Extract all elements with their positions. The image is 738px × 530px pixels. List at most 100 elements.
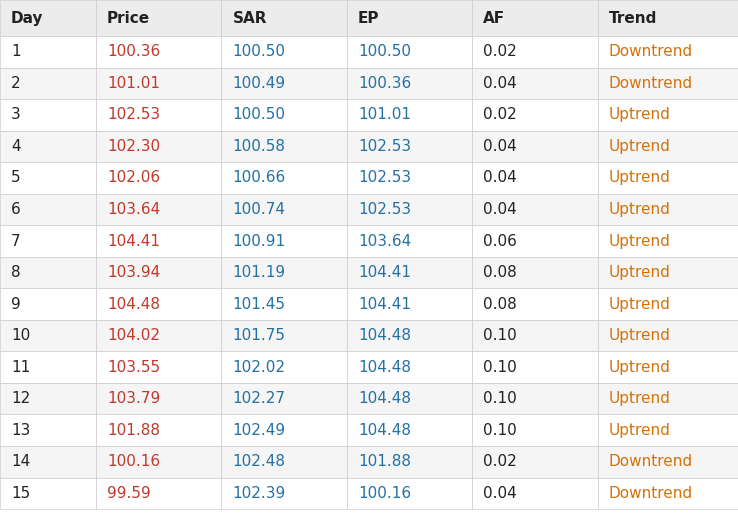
Text: 102.53: 102.53 xyxy=(358,171,411,185)
FancyBboxPatch shape xyxy=(347,68,472,99)
FancyBboxPatch shape xyxy=(0,446,96,478)
FancyBboxPatch shape xyxy=(96,99,221,131)
Text: 0.10: 0.10 xyxy=(483,391,517,406)
Text: 102.48: 102.48 xyxy=(232,454,286,469)
Text: 101.01: 101.01 xyxy=(107,76,160,91)
FancyBboxPatch shape xyxy=(347,99,472,131)
FancyBboxPatch shape xyxy=(0,36,96,68)
FancyBboxPatch shape xyxy=(221,478,347,509)
Text: 101.45: 101.45 xyxy=(232,297,286,312)
FancyBboxPatch shape xyxy=(221,36,347,68)
Text: 102.49: 102.49 xyxy=(232,423,286,438)
FancyBboxPatch shape xyxy=(96,162,221,194)
FancyBboxPatch shape xyxy=(347,194,472,225)
Text: 103.94: 103.94 xyxy=(107,265,160,280)
Text: 0.08: 0.08 xyxy=(483,265,517,280)
Text: 101.01: 101.01 xyxy=(358,108,411,122)
Text: Uptrend: Uptrend xyxy=(609,297,671,312)
FancyBboxPatch shape xyxy=(598,351,738,383)
FancyBboxPatch shape xyxy=(598,320,738,351)
Text: 100.36: 100.36 xyxy=(358,76,411,91)
Text: 104.48: 104.48 xyxy=(358,360,411,375)
FancyBboxPatch shape xyxy=(221,257,347,288)
FancyBboxPatch shape xyxy=(0,351,96,383)
FancyBboxPatch shape xyxy=(472,225,598,257)
FancyBboxPatch shape xyxy=(0,320,96,351)
Text: Day: Day xyxy=(11,11,44,25)
FancyBboxPatch shape xyxy=(347,446,472,478)
Text: 100.74: 100.74 xyxy=(232,202,286,217)
FancyBboxPatch shape xyxy=(0,131,96,162)
Text: 3: 3 xyxy=(11,108,21,122)
Text: 104.41: 104.41 xyxy=(358,265,411,280)
Text: 15: 15 xyxy=(11,486,30,501)
Text: 99.59: 99.59 xyxy=(107,486,151,501)
FancyBboxPatch shape xyxy=(0,225,96,257)
FancyBboxPatch shape xyxy=(347,225,472,257)
FancyBboxPatch shape xyxy=(221,225,347,257)
Text: 100.58: 100.58 xyxy=(232,139,286,154)
FancyBboxPatch shape xyxy=(347,351,472,383)
Text: 0.04: 0.04 xyxy=(483,139,517,154)
FancyBboxPatch shape xyxy=(598,225,738,257)
Text: Downtrend: Downtrend xyxy=(609,45,693,59)
FancyBboxPatch shape xyxy=(472,162,598,194)
FancyBboxPatch shape xyxy=(221,351,347,383)
FancyBboxPatch shape xyxy=(598,478,738,509)
Text: 100.36: 100.36 xyxy=(107,45,160,59)
FancyBboxPatch shape xyxy=(472,478,598,509)
FancyBboxPatch shape xyxy=(96,351,221,383)
FancyBboxPatch shape xyxy=(598,383,738,414)
Text: 104.48: 104.48 xyxy=(358,423,411,438)
Text: 100.91: 100.91 xyxy=(232,234,286,249)
Text: 101.19: 101.19 xyxy=(232,265,286,280)
Text: Uptrend: Uptrend xyxy=(609,171,671,185)
Text: 102.53: 102.53 xyxy=(358,202,411,217)
Text: 12: 12 xyxy=(11,391,30,406)
Text: 0.10: 0.10 xyxy=(483,360,517,375)
FancyBboxPatch shape xyxy=(598,68,738,99)
FancyBboxPatch shape xyxy=(472,414,598,446)
Text: 101.88: 101.88 xyxy=(107,423,160,438)
Text: Uptrend: Uptrend xyxy=(609,360,671,375)
FancyBboxPatch shape xyxy=(0,478,96,509)
Text: 101.88: 101.88 xyxy=(358,454,411,469)
Text: 102.39: 102.39 xyxy=(232,486,286,501)
FancyBboxPatch shape xyxy=(472,351,598,383)
Text: AF: AF xyxy=(483,11,506,25)
Text: Uptrend: Uptrend xyxy=(609,423,671,438)
Text: Uptrend: Uptrend xyxy=(609,139,671,154)
FancyBboxPatch shape xyxy=(472,131,598,162)
Text: 103.55: 103.55 xyxy=(107,360,160,375)
FancyBboxPatch shape xyxy=(347,0,472,36)
Text: Downtrend: Downtrend xyxy=(609,76,693,91)
FancyBboxPatch shape xyxy=(96,383,221,414)
Text: Price: Price xyxy=(107,11,150,25)
FancyBboxPatch shape xyxy=(96,478,221,509)
FancyBboxPatch shape xyxy=(598,288,738,320)
Text: 0.02: 0.02 xyxy=(483,454,517,469)
FancyBboxPatch shape xyxy=(598,131,738,162)
FancyBboxPatch shape xyxy=(96,257,221,288)
Text: 9: 9 xyxy=(11,297,21,312)
Text: Uptrend: Uptrend xyxy=(609,202,671,217)
Text: 102.30: 102.30 xyxy=(107,139,160,154)
FancyBboxPatch shape xyxy=(221,194,347,225)
FancyBboxPatch shape xyxy=(347,320,472,351)
FancyBboxPatch shape xyxy=(347,288,472,320)
FancyBboxPatch shape xyxy=(0,68,96,99)
FancyBboxPatch shape xyxy=(472,68,598,99)
Text: 6: 6 xyxy=(11,202,21,217)
Text: 104.48: 104.48 xyxy=(358,391,411,406)
Text: 104.41: 104.41 xyxy=(358,297,411,312)
Text: 0.02: 0.02 xyxy=(483,108,517,122)
Text: 102.02: 102.02 xyxy=(232,360,286,375)
Text: 0.04: 0.04 xyxy=(483,202,517,217)
Text: 102.06: 102.06 xyxy=(107,171,160,185)
FancyBboxPatch shape xyxy=(221,68,347,99)
Text: 102.27: 102.27 xyxy=(232,391,286,406)
FancyBboxPatch shape xyxy=(0,194,96,225)
Text: 13: 13 xyxy=(11,423,30,438)
Text: 0.04: 0.04 xyxy=(483,486,517,501)
Text: 0.08: 0.08 xyxy=(483,297,517,312)
